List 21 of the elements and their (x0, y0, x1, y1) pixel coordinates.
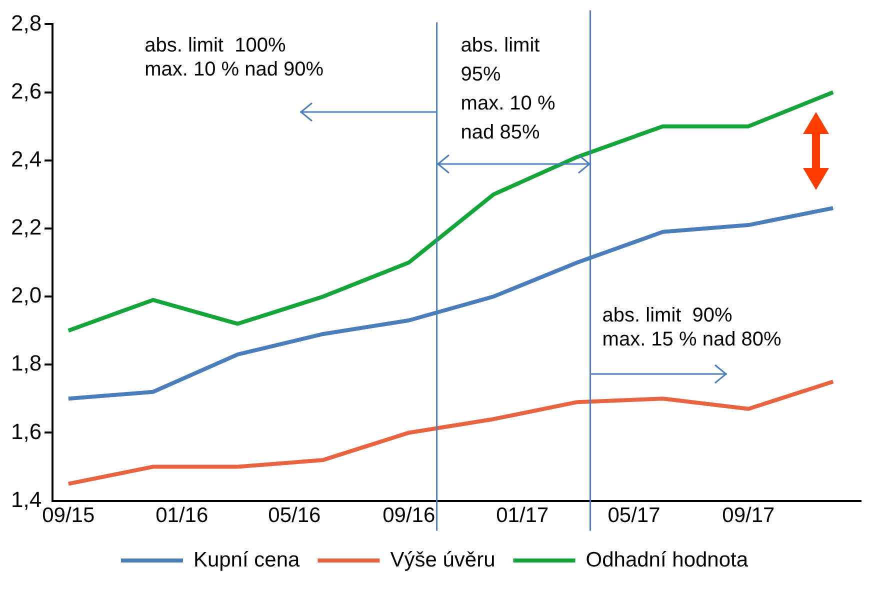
x-tick-label: 01/17 (496, 504, 549, 528)
y-tick-label: 1,8 (10, 350, 42, 376)
y-tick-label: 2,8 (10, 10, 42, 36)
x-tick-label: 09/17 (722, 504, 775, 528)
annotation: abs. limit 95% max. 10 % nad 85% (460, 34, 556, 144)
legend-label: Odhadní hodnota (586, 548, 748, 572)
legend-label: Výše úvěru (390, 548, 496, 572)
legend-label: Kupní cena (193, 548, 300, 572)
x-tick-label: 09/16 (382, 504, 436, 528)
y-tick-label: 2,0 (10, 282, 42, 308)
x-tick-label: 05/17 (608, 504, 660, 528)
y-tick-label: 2,2 (10, 214, 42, 240)
y-tick-label: 2,4 (10, 146, 42, 172)
y-tick-label: 1,4 (10, 486, 42, 512)
x-tick-label: 01/16 (156, 504, 208, 528)
y-tick-label: 1,6 (10, 418, 42, 444)
annotation: abs. limit 90% max. 15 % nad 80% (602, 304, 782, 351)
annotation: abs. limit 100% max. 10 % nad 90% (144, 34, 324, 81)
y-tick-label: 2,6 (10, 78, 42, 104)
x-tick-label: 09/15 (42, 504, 95, 528)
x-tick-label: 05/16 (268, 504, 321, 528)
